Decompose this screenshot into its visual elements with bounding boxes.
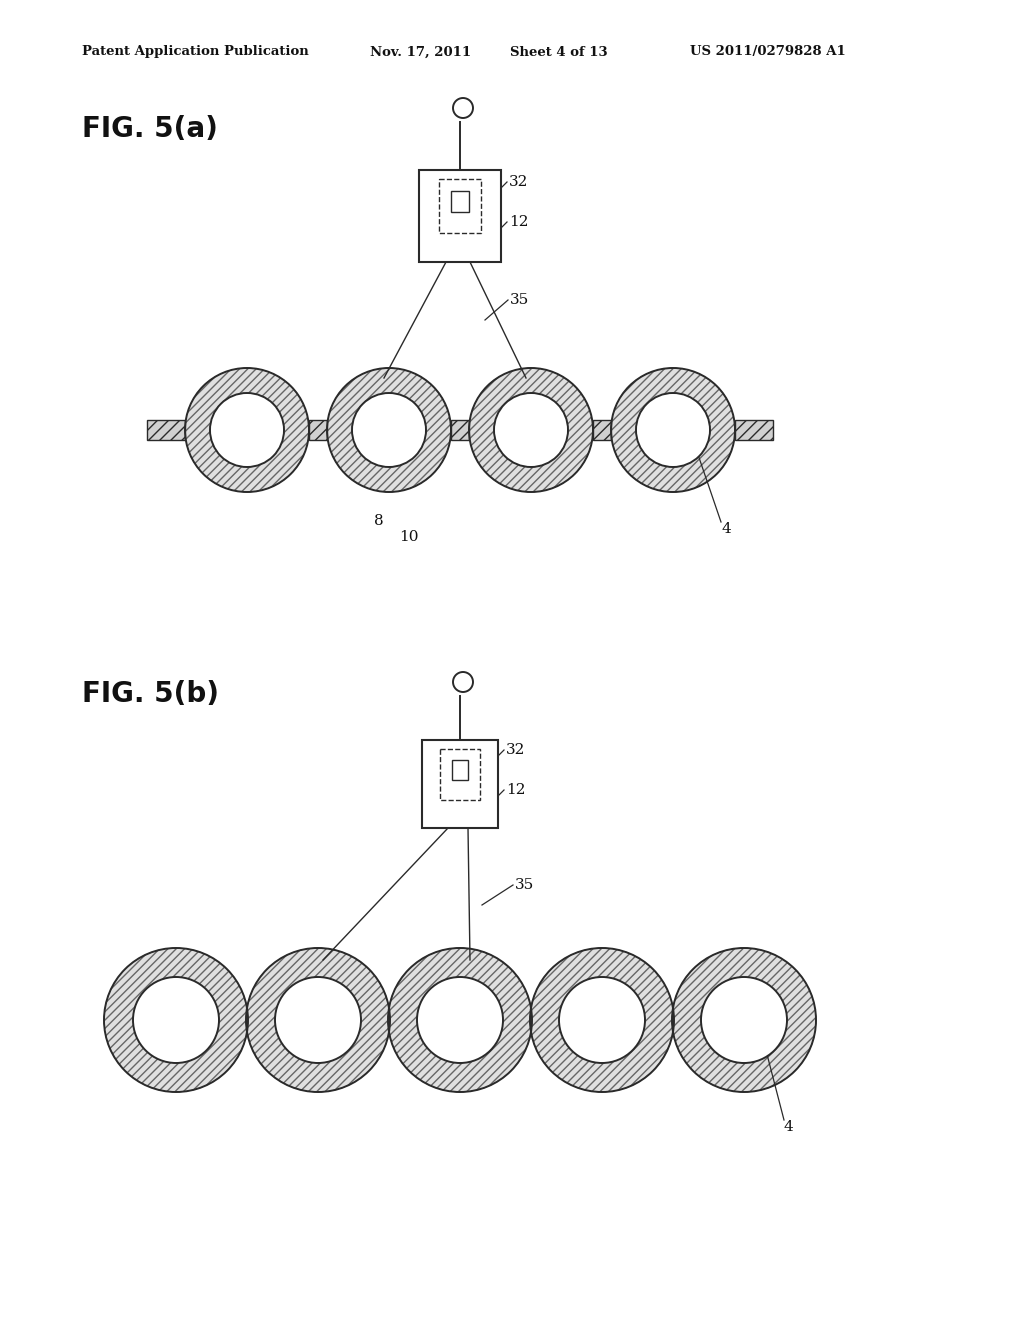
Circle shape [417,977,503,1063]
Text: Patent Application Publication: Patent Application Publication [82,45,309,58]
Bar [452,191,469,213]
Circle shape [104,948,248,1092]
Text: Sheet 4 of 13: Sheet 4 of 13 [510,45,607,58]
Bar [453,760,468,780]
Bar [438,180,481,232]
Bar [440,748,480,800]
Bar [593,420,611,440]
Circle shape [469,368,593,492]
Circle shape [133,977,219,1063]
Circle shape [352,393,426,467]
Circle shape [388,948,532,1092]
Bar [309,420,327,440]
Text: 32: 32 [506,743,525,756]
Circle shape [701,977,787,1063]
Bar [147,420,185,440]
Text: 4: 4 [721,521,731,536]
Circle shape [327,368,451,492]
Text: US 2011/0279828 A1: US 2011/0279828 A1 [690,45,846,58]
Text: 8: 8 [374,513,384,528]
Text: 4: 4 [784,1119,794,1134]
Bar [422,741,498,828]
Circle shape [636,393,710,467]
Circle shape [559,977,645,1063]
Circle shape [494,393,568,467]
Text: 35: 35 [515,878,535,892]
Circle shape [672,948,816,1092]
Text: 10: 10 [399,531,419,544]
Text: 35: 35 [510,293,529,308]
Circle shape [185,368,309,492]
Bar [419,170,501,261]
Circle shape [246,948,390,1092]
Text: 12: 12 [506,783,525,797]
Circle shape [530,948,674,1092]
Text: 12: 12 [509,215,528,228]
Text: 32: 32 [509,176,528,189]
Bar [735,420,773,440]
Text: FIG. 5(b): FIG. 5(b) [82,680,219,708]
Text: FIG. 5(a): FIG. 5(a) [82,115,218,143]
Circle shape [210,393,284,467]
Text: Nov. 17, 2011: Nov. 17, 2011 [370,45,471,58]
Circle shape [611,368,735,492]
Bar [451,420,469,440]
Circle shape [275,977,361,1063]
